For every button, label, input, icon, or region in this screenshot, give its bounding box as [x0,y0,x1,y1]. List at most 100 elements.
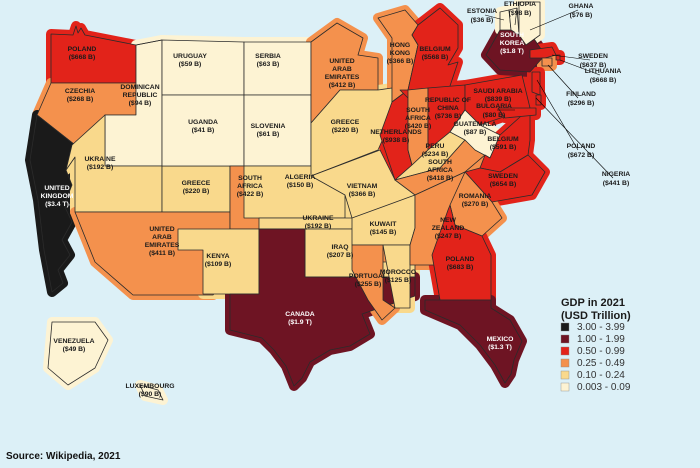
svg-text:($145 B): ($145 B) [370,229,396,236]
svg-text:HONG: HONG [390,42,410,49]
svg-text:($422 B): ($422 B) [237,191,263,198]
svg-text:($668 B): ($668 B) [590,77,616,84]
svg-text:($839 B): ($839 B) [485,96,511,103]
svg-text:AFRICA: AFRICA [405,115,431,122]
svg-text:($80 B): ($80 B) [483,112,506,119]
svg-text:ETHIOPIA: ETHIOPIA [504,1,536,8]
svg-text:0.10 - 0.24: 0.10 - 0.24 [577,370,625,381]
svg-text:($76 B): ($76 B) [570,12,593,19]
svg-text:GDP in 2021: GDP in 2021 [561,297,625,309]
svg-text:POLAND: POLAND [68,46,97,53]
svg-text:0.25 - 0.49: 0.25 - 0.49 [577,358,625,369]
svg-text:CHINA: CHINA [437,105,459,112]
svg-text:($220 B): ($220 B) [183,188,209,195]
svg-text:DOMINICAN: DOMINICAN [120,84,159,91]
svg-text:BELGIUM: BELGIUM [419,46,451,53]
svg-text:($125 B): ($125 B) [385,277,411,284]
svg-text:($36 B): ($36 B) [471,17,494,24]
svg-text:KENYA: KENYA [206,253,229,260]
svg-text:GUATEMALA: GUATEMALA [454,121,497,128]
svg-text:($3.4 T): ($3.4 T) [45,201,69,208]
svg-text:KONG: KONG [390,50,410,57]
svg-text:($736 B): ($736 B) [435,113,461,120]
svg-text:SWEDEN: SWEDEN [578,53,608,60]
svg-text:SWEDEN: SWEDEN [488,173,518,180]
svg-text:($90 B): ($90 B) [139,391,162,398]
svg-text:($412 B): ($412 B) [329,82,355,89]
svg-text:0.50 - 0.99: 0.50 - 0.99 [577,346,625,357]
svg-text:IRAQ: IRAQ [332,244,349,251]
svg-text:($41 B): ($41 B) [192,127,215,134]
svg-text:KOREA: KOREA [500,40,525,47]
svg-text:($59 B): ($59 B) [179,61,202,68]
svg-text:POLAND: POLAND [567,143,596,150]
svg-text:EMIRATES: EMIRATES [325,74,360,81]
svg-text:($87 B): ($87 B) [464,129,487,136]
svg-text:($220 B): ($220 B) [332,127,358,134]
svg-text:($98 B): ($98 B) [509,10,532,17]
svg-text:BELGIUM: BELGIUM [487,136,519,143]
svg-text:($568 B): ($568 B) [422,54,448,61]
svg-text:($255 B): ($255 B) [355,281,381,288]
svg-text:CZECHIA: CZECHIA [65,88,95,95]
svg-text:($668 B): ($668 B) [69,54,95,61]
svg-text:SAUDI ARABIA: SAUDI ARABIA [473,88,522,95]
svg-text:KUWAIT: KUWAIT [370,221,398,228]
svg-text:($207 B): ($207 B) [327,252,353,259]
svg-text:VIETNAM: VIETNAM [347,183,378,190]
svg-text:POLAND: POLAND [446,256,475,263]
svg-text:ARAB: ARAB [332,66,352,73]
svg-text:ALGERIA: ALGERIA [285,174,316,181]
svg-text:FINLAND: FINLAND [566,91,596,98]
svg-text:KINGDOM: KINGDOM [41,193,74,200]
svg-text:ARAB: ARAB [152,234,172,241]
svg-text:LITHUANIA: LITHUANIA [585,68,622,75]
svg-text:($109 B): ($109 B) [205,261,231,268]
svg-text:REPUBLIC OF: REPUBLIC OF [425,97,471,104]
svg-text:ZEALAND: ZEALAND [432,225,465,232]
svg-text:($1.3 T): ($1.3 T) [488,344,512,351]
svg-text:UKRAINE: UKRAINE [303,215,334,222]
svg-text:($411 B): ($411 B) [149,250,175,257]
svg-text:($270 B): ($270 B) [462,201,488,208]
svg-text:($672 B): ($672 B) [568,152,594,159]
svg-text:PERU: PERU [426,143,445,150]
svg-text:($418 B): ($418 B) [427,175,453,182]
svg-text:MOROCCO: MOROCCO [380,269,416,276]
svg-text:GREECE: GREECE [182,180,211,187]
svg-text:SOUTH: SOUTH [238,175,262,182]
svg-text:3.00 - 3.99: 3.00 - 3.99 [577,322,625,333]
svg-text:GREECE: GREECE [331,119,360,126]
svg-text:SOUTH: SOUTH [500,32,524,39]
svg-text:NETHERLANDS: NETHERLANDS [370,129,422,136]
svg-text:VENEZUELA: VENEZUELA [53,338,94,345]
svg-text:UNITED: UNITED [149,226,174,233]
svg-text:AFRICA: AFRICA [427,167,453,174]
svg-text:ROMANIA: ROMANIA [459,193,492,200]
svg-text:GHANA: GHANA [569,3,594,10]
svg-text:($683 B): ($683 B) [447,264,473,271]
svg-text:($61 B): ($61 B) [257,131,280,138]
svg-text:($441 B): ($441 B) [603,180,629,187]
svg-text:UKRAINE: UKRAINE [85,156,116,163]
svg-text:($366 B): ($366 B) [349,191,375,198]
svg-text:($234 B): ($234 B) [422,151,448,158]
svg-text:($1.9 T): ($1.9 T) [288,319,312,326]
svg-text:EMIRATES: EMIRATES [145,242,180,249]
svg-text:($247 B): ($247 B) [435,233,461,240]
svg-text:1.00 - 1.99: 1.00 - 1.99 [577,334,625,345]
svg-text:($938 B): ($938 B) [383,137,409,144]
svg-text:($591 B): ($591 B) [490,144,516,151]
svg-text:SOUTH: SOUTH [406,107,430,114]
svg-text:SLOVENIA: SLOVENIA [251,123,286,130]
svg-text:REPUBLIC: REPUBLIC [123,92,158,99]
svg-text:($94 B): ($94 B) [129,100,152,107]
svg-text:URUGUAY: URUGUAY [173,53,207,60]
svg-text:($654 B): ($654 B) [490,181,516,188]
svg-text:($49 B): ($49 B) [63,346,86,353]
svg-text:UNITED: UNITED [44,185,69,192]
svg-text:CANADA: CANADA [285,311,315,318]
svg-text:($268 B): ($268 B) [67,96,93,103]
svg-text:($192 B): ($192 B) [305,223,331,230]
svg-text:SOUTH: SOUTH [428,159,452,166]
